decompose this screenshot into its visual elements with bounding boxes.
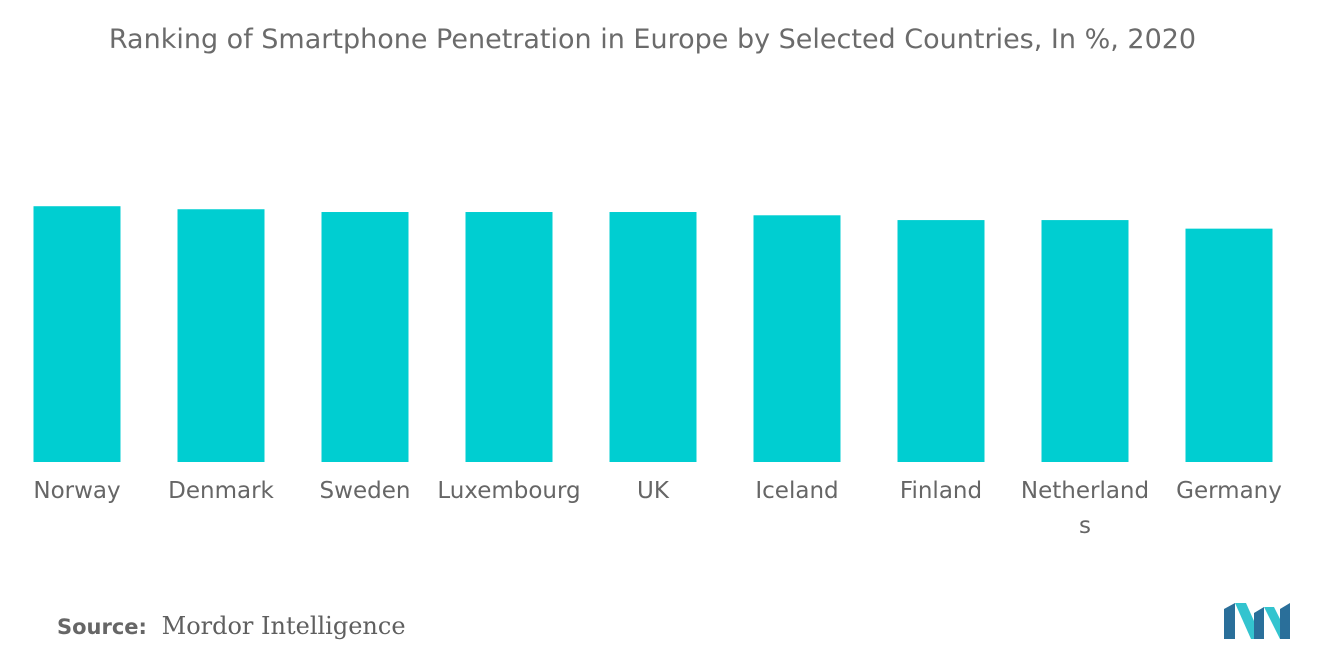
x-tick-label-sweden: Sweden xyxy=(320,478,411,504)
x-tick-label-germany: Germany xyxy=(1176,478,1282,504)
bar-uk xyxy=(609,212,697,462)
x-tick-label-netherlands: Netherland s xyxy=(1021,478,1149,539)
x-tick-label-iceland: Iceland xyxy=(755,478,838,504)
logo-shape-mid2 xyxy=(1254,607,1264,639)
source-value: Mordor Intelligence xyxy=(161,612,406,640)
logo-shape-left xyxy=(1224,603,1235,639)
bar-luxembourg xyxy=(465,212,553,462)
x-tick-label-uk: UK xyxy=(637,478,670,504)
x-tick-label-finland: Finland xyxy=(900,478,982,504)
source-label: Source: xyxy=(57,615,147,639)
bar-sweden xyxy=(321,212,409,462)
bar-iceland xyxy=(753,215,841,462)
x-tick-label-norway: Norway xyxy=(33,478,120,504)
bar-germany xyxy=(1185,228,1273,462)
chart-title: Ranking of Smartphone Penetration in Eur… xyxy=(108,24,1197,55)
bar-netherlands xyxy=(1041,220,1129,462)
mordor-intelligence-logo xyxy=(1224,603,1290,639)
x-tick-label-denmark: Denmark xyxy=(168,478,274,504)
source-note: Source: Mordor Intelligence xyxy=(57,612,406,641)
logo-shape-end xyxy=(1280,603,1290,639)
x-tick-label-luxembourg: Luxembourg xyxy=(437,478,580,504)
bar-finland xyxy=(897,220,985,462)
bar-chart: Norway Denmark Sweden Luxembourg UK Iceland Fi… xyxy=(33,206,1282,539)
bar-norway xyxy=(33,206,121,462)
bar-denmark xyxy=(177,209,265,462)
